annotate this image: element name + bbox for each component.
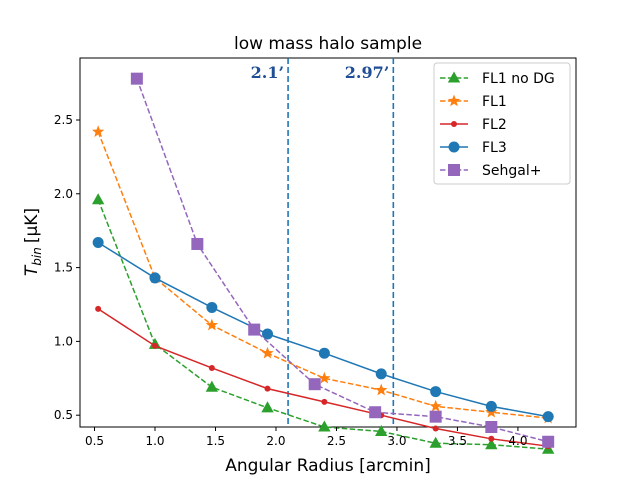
series-line [97, 199, 549, 450]
x-tick-label: 3.0 [387, 434, 406, 448]
legend-label: FL1 [482, 94, 507, 110]
data-point [261, 346, 274, 359]
data-point [485, 400, 497, 412]
y-axis-title-main: T [22, 264, 42, 276]
data-point [429, 410, 442, 423]
legend-entry: Sehgal+ [440, 163, 541, 179]
data-point [375, 424, 388, 436]
svg-text:Tbin[μK]: Tbin [μK] [22, 208, 44, 276]
data-point [205, 318, 219, 331]
series-5 [130, 72, 555, 448]
legend-entry: FL2 [440, 117, 507, 133]
legend-entry: FL1 [440, 94, 507, 110]
data-point [485, 421, 498, 433]
vline-label-2: 2.97’ [345, 63, 390, 82]
data-point [432, 425, 439, 432]
vertical-reference-lines: 2.1’ 2.97’ [251, 58, 395, 427]
chart-title: low mass halo sample [234, 34, 422, 54]
legend-box [433, 62, 571, 185]
legend-label: FL1 no DG [482, 71, 555, 87]
data-point [95, 305, 102, 312]
y-axis-title-sub: bin [30, 247, 44, 266]
y-tick-label: 0.5 [54, 408, 73, 422]
x-tick-label: 4.0 [508, 434, 527, 448]
y-axis-title-unit: [μK] [22, 208, 42, 243]
data-point [264, 385, 271, 392]
legend-label: FL2 [482, 117, 507, 133]
legend-marker [447, 94, 461, 107]
data-point [321, 398, 328, 405]
data-point [369, 406, 382, 419]
x-tick-label: 3.5 [448, 434, 467, 448]
data-point [191, 237, 204, 250]
data-point [375, 383, 388, 396]
data-point [208, 364, 215, 371]
legend-marker [448, 141, 460, 153]
data-point [488, 435, 495, 442]
legend-entry: FL1 no DG [440, 71, 555, 87]
data-point [261, 401, 274, 413]
y-tick-label: 1.0 [54, 334, 73, 348]
legend-marker [447, 71, 461, 83]
y-tick-label: 2.0 [54, 187, 73, 201]
y-tick-label: 2.5 [54, 113, 73, 127]
x-tick-label: 1.0 [145, 434, 164, 448]
x-axis-ticks: 0.5 1.0 1.5 2.0 2.5 3.0 3.5 4.0 [85, 427, 527, 448]
data-point [375, 368, 387, 380]
legend-marker [448, 164, 460, 176]
x-tick-label: 2.0 [266, 434, 285, 448]
x-axis-title: Angular Radius [arcmin] [225, 456, 431, 476]
legend-label: Sehgal+ [482, 163, 541, 179]
legend-entry: FL3 [440, 140, 507, 156]
data-point [91, 193, 105, 205]
y-tick-label: 1.5 [54, 261, 73, 275]
data-point [318, 347, 330, 359]
legend-marker [451, 121, 457, 127]
legend-label: FL3 [482, 140, 507, 156]
x-tick-label: 0.5 [85, 434, 104, 448]
data-point [92, 237, 104, 248]
data-point [308, 378, 321, 391]
series-line [136, 78, 549, 443]
y-axis-title: Tbin [μK] [22, 208, 44, 276]
data-point [262, 328, 274, 340]
data-point [152, 342, 159, 349]
data-point [205, 380, 219, 392]
vline-label-1: 2.1’ [251, 63, 284, 82]
y-axis-ticks: 0.5 1.0 1.5 2.0 2.5 [54, 113, 80, 422]
data-point [542, 435, 555, 448]
data-point [318, 371, 331, 384]
data-point [429, 436, 442, 448]
series-1 [91, 193, 555, 454]
data-point [91, 125, 105, 138]
data-point [430, 386, 442, 398]
data-point [130, 72, 143, 85]
series-layer [91, 72, 555, 454]
data-point [542, 411, 554, 423]
data-point [248, 323, 261, 336]
data-point [318, 420, 331, 432]
x-tick-label: 1.5 [206, 434, 225, 448]
series-line [97, 131, 549, 419]
x-tick-label: 2.5 [327, 434, 346, 448]
legend: FL1 no DG FL1 FL2 FL3 Sehgal+ [433, 62, 571, 185]
data-point [485, 438, 498, 450]
series-line [97, 241, 549, 418]
series-4 [92, 237, 554, 423]
data-point [429, 399, 442, 412]
data-point [149, 272, 161, 284]
data-point [206, 301, 218, 313]
